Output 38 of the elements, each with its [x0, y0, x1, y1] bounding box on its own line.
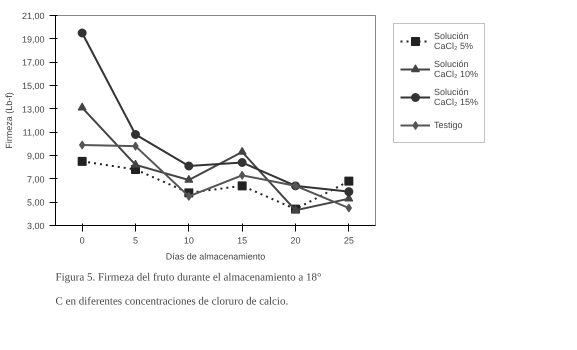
- y-tick-label: 11,00: [22, 128, 45, 138]
- y-tick-label: 21,00: [22, 11, 45, 21]
- legend-label: Solución CaCl₂ 10%: [434, 58, 478, 80]
- point: [184, 162, 194, 170]
- point: [238, 158, 247, 167]
- y-tick-label: 13,00: [22, 104, 45, 114]
- point: [238, 181, 247, 190]
- x-tick-label: 25: [344, 236, 354, 246]
- legend-label: Solución CaCl₂ 5%: [434, 30, 474, 52]
- legend-label: Solución CaCl₂ 15%: [434, 86, 478, 108]
- point: [184, 174, 194, 183]
- text: Figura 5. Firmeza del fruto durante el almacenamiento a 18° C en diferentes concentraciones de cloruro de calcio.: [56, 272, 322, 308]
- x-tick-label: 0: [80, 236, 85, 246]
- point: [344, 176, 354, 186]
- point: [344, 187, 354, 196]
- y-axis-title: Firmeza (Lb-f): [4, 92, 14, 149]
- y-tick-label: 15,00: [22, 81, 45, 91]
- point: [131, 160, 140, 168]
- legend-label: Testigo: [434, 119, 463, 132]
- point: [132, 142, 139, 151]
- y-tick-label: 5,00: [26, 198, 45, 208]
- point: [346, 204, 352, 212]
- y-tick-label: 9,00: [26, 151, 45, 161]
- y-tick-label: 7,00: [26, 174, 45, 184]
- x-axis-title: Días de almacenamiento: [166, 252, 266, 262]
- x-tick-label: 5: [132, 236, 138, 246]
- point: [78, 102, 87, 110]
- y-tick-label: 17,00: [22, 58, 45, 68]
- y-tick-label: 19,00: [22, 34, 45, 44]
- point: [78, 156, 87, 166]
- x-tick-label: 20: [290, 236, 301, 246]
- point: [79, 140, 86, 150]
- x-tick-label: 15: [237, 236, 248, 246]
- y-tick-label: 3,00: [26, 221, 45, 231]
- point: [238, 146, 247, 155]
- x-tick-label: 10: [184, 236, 194, 246]
- point: [131, 130, 140, 139]
- point: [78, 28, 87, 38]
